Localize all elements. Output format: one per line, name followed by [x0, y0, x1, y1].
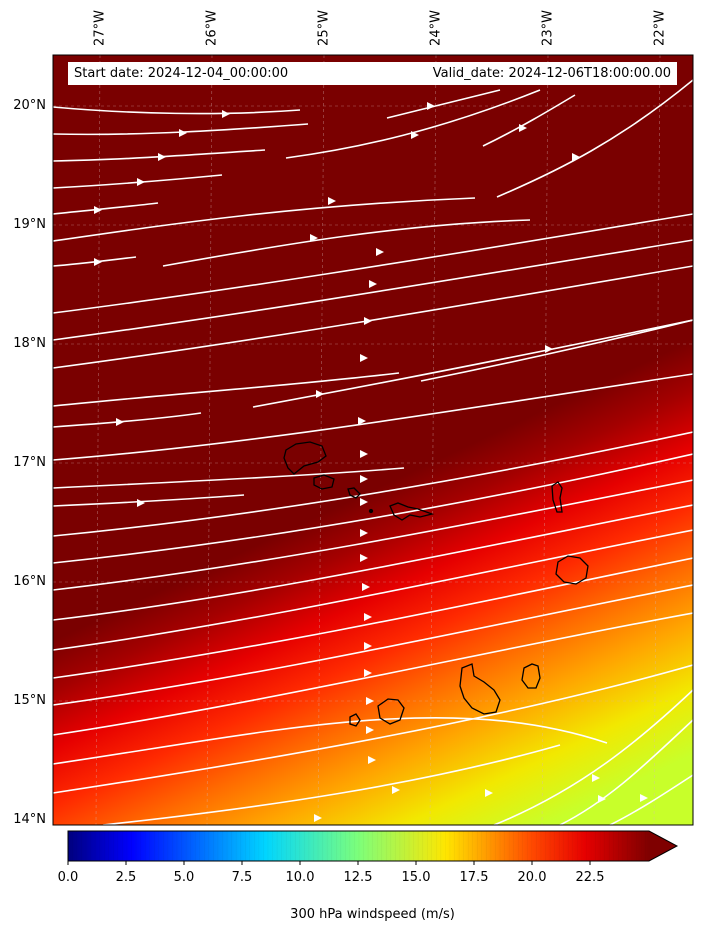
island-maio: [521, 663, 541, 689]
start-date-text: Start date: 2024-12-04_00:00:00: [74, 66, 289, 81]
lon-label-26w: 26°W: [204, 10, 220, 46]
island-fogo: [377, 698, 405, 725]
date-info-box: Start date: 2024-12-04_00:00:00 Valid_da…: [68, 62, 677, 85]
lat-label-15n: 15°N: [13, 693, 46, 708]
lon-label-25w: 25°W: [316, 10, 332, 46]
colorbar-tick-label: 15.0: [401, 870, 431, 885]
lat-label-19n: 19°N: [13, 217, 46, 232]
island-sao-vicente: [313, 474, 335, 490]
colorbar-tick-label: 20.0: [517, 870, 547, 885]
lon-label-24w: 24°W: [428, 10, 444, 46]
colorbar-label: 300 hPa windspeed (m/s): [290, 907, 455, 922]
colorbar-tick-label: 22.5: [575, 870, 605, 885]
lon-label-27w: 27°W: [92, 10, 108, 46]
island-santa-luzia: [347, 487, 361, 499]
colorbar: [67, 830, 679, 865]
windspeed-field: [53, 55, 693, 825]
colorbar-tick-label: 2.5: [115, 870, 137, 885]
colorbar-tick-label: 17.5: [459, 870, 489, 885]
islet-raso: [368, 508, 374, 514]
colorbar-tick-label: 12.5: [343, 870, 373, 885]
lat-label-16n: 16°N: [13, 574, 46, 589]
island-sal: [551, 481, 563, 513]
valid-date-text: Valid_date: 2024-12-06T18:00:00.00: [432, 66, 671, 81]
map-frame: [52, 54, 694, 826]
lon-label-23w: 23°W: [540, 10, 556, 46]
lat-label-14n: 14°N: [13, 812, 46, 827]
lat-label-20n: 20°N: [13, 98, 46, 113]
island-santiago: [459, 663, 501, 715]
lon-label-22w: 22°W: [652, 10, 668, 46]
colorbar-tick-label: 0.0: [57, 870, 79, 885]
colorbar-outline: [67, 830, 679, 862]
island-santo-antao: [283, 441, 327, 475]
colorbar-tick-label: 7.5: [231, 870, 253, 885]
island-brava: [349, 713, 361, 727]
lat-label-18n: 18°N: [13, 336, 46, 351]
colorbar-tick-label: 10.0: [285, 870, 315, 885]
island-sao-nicolau: [389, 502, 435, 521]
streamline-arrows: [94, 102, 648, 822]
colorbar-extend-arrow: [649, 831, 677, 861]
island-boa-vista: [555, 555, 589, 585]
lat-label-17n: 17°N: [13, 455, 46, 470]
colorbar-tick-label: 5.0: [173, 870, 195, 885]
coastlines: [283, 441, 589, 727]
